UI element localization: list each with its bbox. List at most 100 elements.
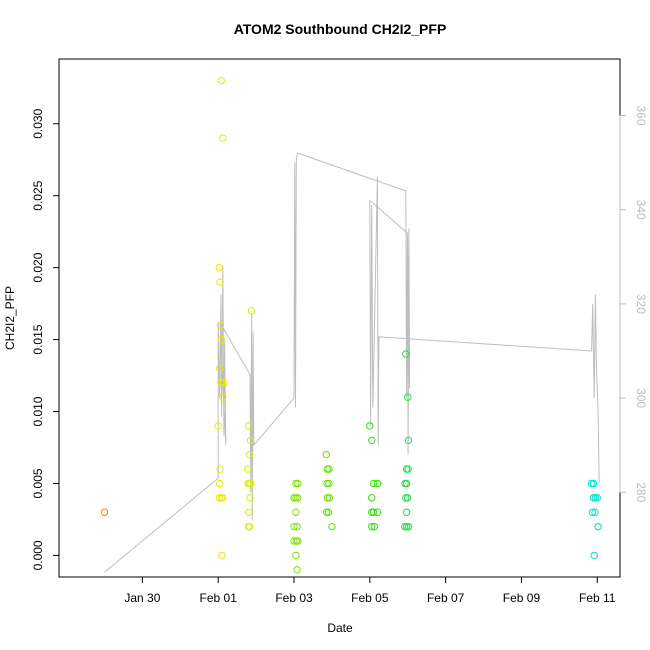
data-point — [290, 522, 298, 531]
data-point — [219, 494, 227, 502]
data-point — [100, 508, 109, 516]
data-point — [404, 393, 412, 401]
y2-tick-label: 360 — [634, 105, 648, 125]
data-point — [402, 508, 411, 516]
data-point — [292, 508, 300, 516]
data-point — [290, 537, 298, 545]
data-point — [325, 479, 333, 488]
secondary-series-layer — [104, 152, 600, 573]
data-point — [217, 379, 225, 387]
data-point — [247, 479, 255, 488]
data-point — [216, 479, 224, 488]
data-point — [217, 335, 225, 344]
data-point — [370, 522, 379, 531]
data-point — [404, 522, 413, 531]
data-point — [328, 522, 336, 531]
data-point — [404, 465, 412, 473]
x-tick-label: Feb 05 — [351, 591, 389, 605]
data-point — [402, 479, 411, 488]
y-tick-label: 0.010 — [31, 396, 45, 426]
data-point — [216, 321, 225, 329]
data-point — [244, 465, 252, 473]
data-point — [216, 278, 224, 286]
data-point — [290, 494, 298, 502]
x-tick-label: Feb 07 — [427, 591, 465, 605]
data-point — [325, 465, 333, 473]
data-point — [293, 566, 301, 574]
data-point — [219, 134, 227, 142]
data-point — [325, 494, 333, 502]
data-point — [214, 422, 222, 430]
y2-tick-label: 280 — [634, 482, 648, 502]
data-point — [404, 494, 412, 502]
data-point — [245, 450, 254, 459]
data-point — [369, 508, 378, 516]
data-point — [373, 508, 382, 516]
data-point — [591, 508, 599, 516]
secondary-series-line — [104, 152, 600, 573]
points-layer — [100, 76, 602, 574]
y-tick-label: 0.015 — [31, 324, 45, 354]
data-point — [373, 479, 382, 488]
data-point — [218, 551, 226, 560]
data-point — [589, 494, 598, 502]
y-tick-label: 0.025 — [31, 180, 45, 210]
data-point — [400, 522, 409, 531]
data-point — [217, 76, 225, 85]
data-point — [244, 479, 252, 488]
y2-tick-label: 300 — [634, 388, 648, 408]
y-tick-label: 0.030 — [31, 108, 45, 138]
data-point — [402, 522, 411, 531]
data-point — [294, 494, 302, 502]
data-point — [322, 450, 330, 459]
y-axis-label: CH2I2_PFP — [3, 286, 17, 350]
x-axis: Jan 30 Feb 01 Feb 03 Feb 05 Feb 07 Feb 09 Feb … — [124, 576, 616, 605]
data-point — [366, 422, 374, 430]
y2-tick-label: 340 — [634, 200, 648, 220]
x-axis-label: Date — [327, 621, 353, 635]
y2-tick-label: 320 — [634, 294, 648, 314]
data-point — [322, 508, 331, 516]
data-point — [245, 508, 253, 516]
data-point — [588, 508, 597, 516]
data-point — [244, 422, 253, 430]
data-point — [368, 494, 376, 502]
y-tick-label: 0.005 — [31, 468, 45, 498]
x-tick-label: Jan 30 — [124, 591, 160, 605]
data-point — [215, 494, 224, 502]
data-point — [593, 494, 601, 502]
x-tick-label: Feb 03 — [275, 591, 313, 605]
data-point — [292, 479, 300, 488]
plot-box — [58, 58, 621, 578]
data-point — [292, 494, 300, 502]
data-point — [404, 436, 413, 445]
data-point — [246, 436, 255, 445]
data-point — [246, 494, 254, 502]
data-point — [215, 263, 224, 272]
y-tick-label: 0.020 — [31, 252, 45, 282]
y-axis-left: 0.000 0.005 0.010 0.015 0.020 0.025 0.030 — [31, 108, 60, 570]
data-point — [369, 479, 378, 488]
data-point — [292, 551, 300, 560]
data-point — [294, 479, 302, 488]
data-point — [323, 494, 332, 502]
data-point — [294, 537, 302, 545]
data-point — [247, 307, 256, 315]
data-point — [368, 508, 376, 516]
data-point — [245, 522, 254, 531]
x-tick-label: Feb 01 — [200, 591, 238, 605]
data-point — [402, 350, 410, 358]
data-point — [402, 494, 410, 502]
data-point — [587, 479, 596, 488]
data-point — [589, 479, 598, 488]
data-point — [324, 508, 333, 516]
y-tick-label: 0.000 — [31, 540, 45, 570]
data-point — [219, 393, 227, 401]
data-point — [591, 494, 600, 502]
data-point — [216, 465, 224, 473]
data-point — [590, 551, 598, 560]
data-point — [220, 379, 228, 387]
chart-title: ATOM2 Southbound CH2I2_PFP — [234, 21, 447, 37]
data-point — [216, 364, 224, 373]
